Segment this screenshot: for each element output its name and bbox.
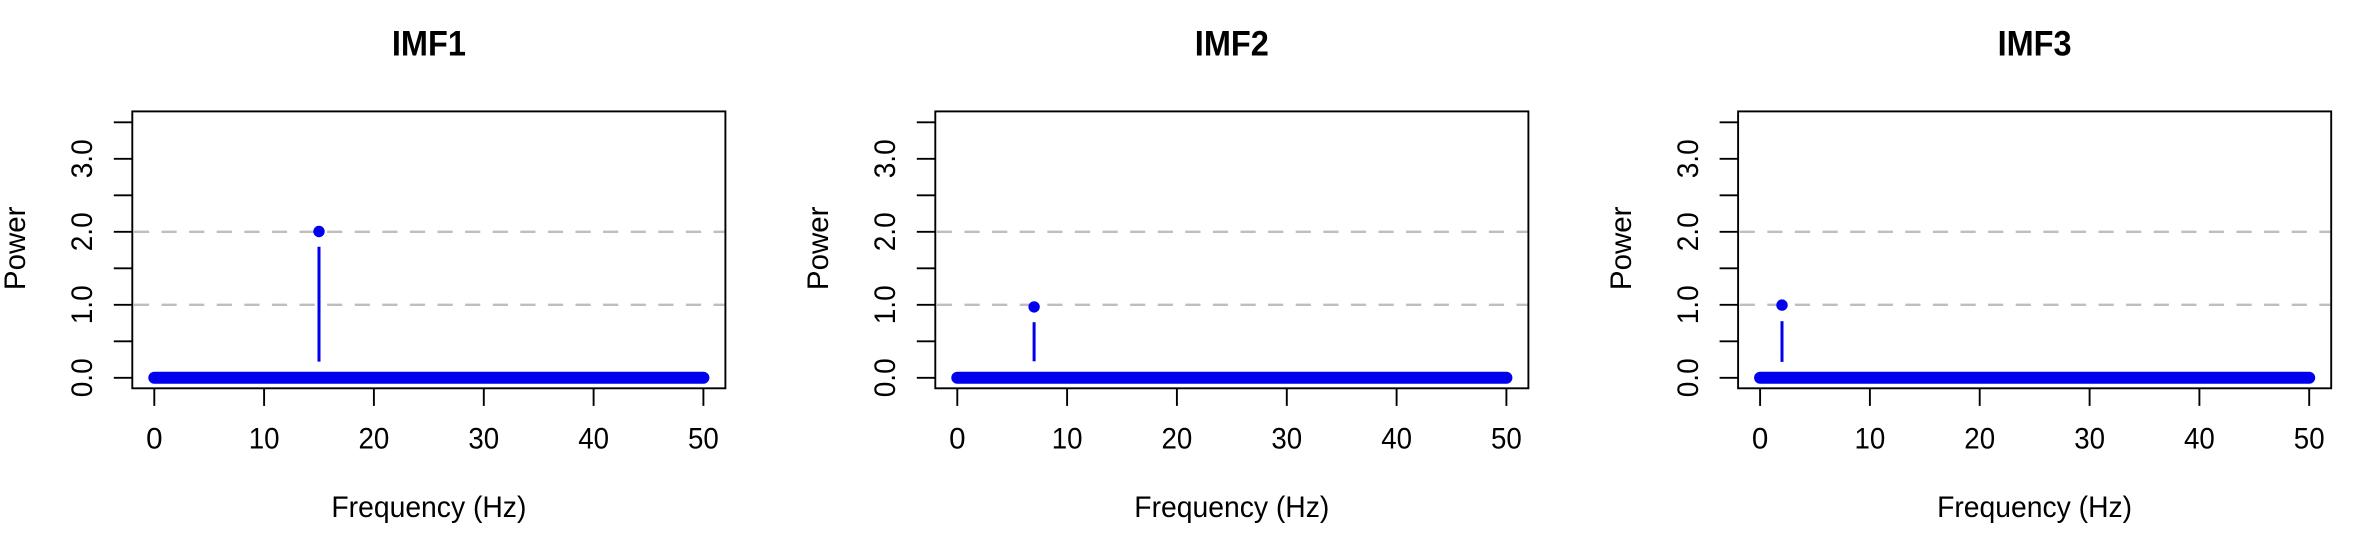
svg-text:Power: Power bbox=[0, 206, 32, 290]
svg-text:30: 30 bbox=[2074, 423, 2105, 456]
svg-text:IMF1: IMF1 bbox=[392, 23, 466, 63]
svg-text:IMF3: IMF3 bbox=[1998, 23, 2072, 63]
svg-text:10: 10 bbox=[1052, 423, 1083, 456]
svg-text:30: 30 bbox=[468, 423, 499, 456]
svg-text:20: 20 bbox=[1162, 423, 1193, 456]
svg-text:1.0: 1.0 bbox=[869, 285, 902, 324]
svg-text:Frequency (Hz): Frequency (Hz) bbox=[331, 491, 526, 524]
svg-text:50: 50 bbox=[2294, 423, 2325, 456]
svg-text:0.0: 0.0 bbox=[66, 358, 99, 397]
svg-text:3.0: 3.0 bbox=[1672, 139, 1705, 178]
svg-text:40: 40 bbox=[1381, 423, 1412, 456]
svg-text:40: 40 bbox=[2184, 423, 2215, 456]
svg-text:50: 50 bbox=[1491, 423, 1522, 456]
svg-text:1.0: 1.0 bbox=[66, 285, 99, 324]
svg-text:10: 10 bbox=[1855, 423, 1886, 456]
svg-text:0.0: 0.0 bbox=[1672, 358, 1705, 397]
svg-text:3.0: 3.0 bbox=[66, 139, 99, 178]
svg-text:IMF2: IMF2 bbox=[1195, 23, 1269, 63]
svg-text:30: 30 bbox=[1271, 423, 1302, 456]
svg-text:1.0: 1.0 bbox=[1672, 285, 1705, 324]
svg-text:Power: Power bbox=[1605, 206, 1638, 290]
svg-text:40: 40 bbox=[578, 423, 609, 456]
svg-text:10: 10 bbox=[249, 423, 280, 456]
svg-text:2.0: 2.0 bbox=[66, 212, 99, 251]
svg-text:Frequency (Hz): Frequency (Hz) bbox=[1134, 491, 1329, 524]
svg-text:2.0: 2.0 bbox=[1672, 212, 1705, 251]
svg-text:0: 0 bbox=[1752, 423, 1768, 456]
svg-text:20: 20 bbox=[359, 423, 390, 456]
svg-text:50: 50 bbox=[688, 423, 719, 456]
svg-text:2.0: 2.0 bbox=[869, 212, 902, 251]
svg-text:3.0: 3.0 bbox=[869, 139, 902, 178]
svg-text:0: 0 bbox=[146, 423, 162, 456]
svg-text:20: 20 bbox=[1964, 423, 1995, 456]
svg-text:0: 0 bbox=[949, 423, 965, 456]
svg-text:Power: Power bbox=[802, 206, 835, 290]
svg-text:0.0: 0.0 bbox=[869, 358, 902, 397]
svg-text:Frequency (Hz): Frequency (Hz) bbox=[1937, 491, 2132, 524]
